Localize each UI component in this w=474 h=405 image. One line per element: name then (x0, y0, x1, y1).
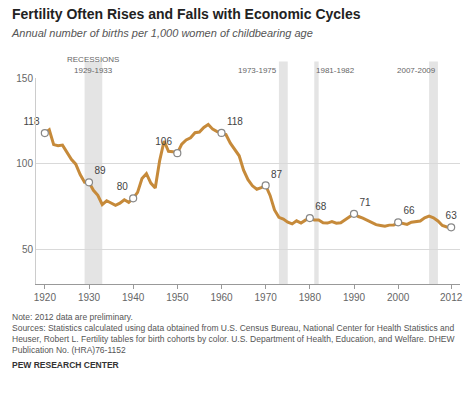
svg-text:1920: 1920 (34, 292, 57, 303)
svg-text:63: 63 (446, 210, 458, 221)
svg-text:1940: 1940 (122, 292, 145, 303)
svg-text:118: 118 (227, 116, 243, 127)
svg-text:71: 71 (359, 197, 371, 208)
svg-text:2012: 2012 (440, 292, 463, 303)
svg-text:106: 106 (155, 136, 172, 147)
svg-text:89: 89 (94, 165, 106, 176)
svg-text:1990: 1990 (343, 292, 366, 303)
svg-text:RECESSIONS: RECESSIONS (67, 55, 119, 64)
svg-text:1980: 1980 (299, 292, 322, 303)
html-text:Sources: Statistics calculated: Sources: Statistics calculated using dat… (12, 323, 455, 355)
svg-text:1981-1982: 1981-1982 (316, 66, 355, 75)
svg-text:1950: 1950 (166, 292, 189, 303)
svg-text:80: 80 (117, 181, 129, 192)
svg-text:100: 100 (16, 158, 33, 169)
svg-text:1973-1975: 1973-1975 (238, 66, 277, 75)
svg-text:50: 50 (22, 244, 34, 255)
html-text:Note: 2012 data are preliminar: Note: 2012 data are preliminary. (12, 312, 133, 322)
html-text:Fertility Often Rises and Fall: Fertility Often Rises and Falls with Eco… (12, 6, 361, 22)
html-text:PEW RESEARCH CENTER: PEW RESEARCH CENTER (12, 360, 119, 370)
svg-text:68: 68 (315, 201, 327, 212)
svg-text:87: 87 (271, 169, 283, 180)
svg-text:118: 118 (24, 116, 40, 127)
svg-text:1930: 1930 (78, 292, 101, 303)
svg-text:2007-2009: 2007-2009 (397, 66, 436, 75)
svg-text:150: 150 (16, 73, 33, 84)
svg-text:1929-1933: 1929-1933 (74, 66, 113, 75)
svg-text:1970: 1970 (255, 292, 278, 303)
html-text:Annual number of births per 1,: Annual number of births per 1,000 women … (12, 27, 313, 39)
svg-text:66: 66 (404, 205, 416, 216)
svg-text:2000: 2000 (387, 292, 410, 303)
svg-text:1960: 1960 (210, 292, 233, 303)
